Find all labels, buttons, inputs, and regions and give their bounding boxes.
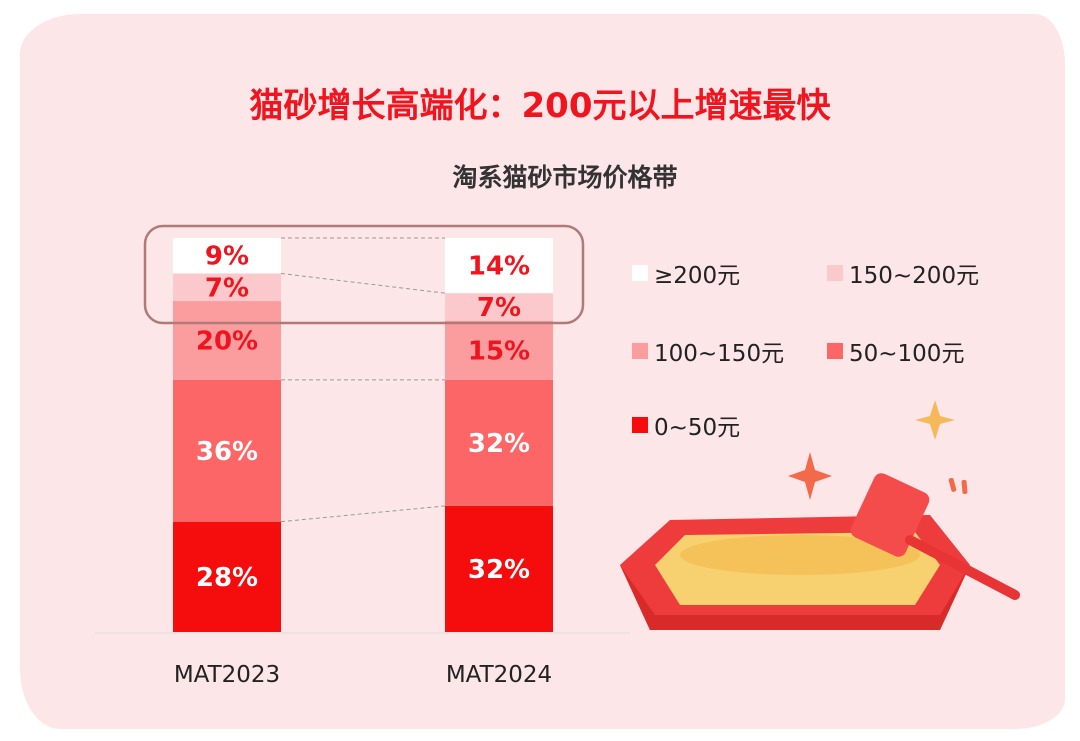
connector-line [280, 505, 446, 523]
bar-segment [173, 238, 281, 274]
sparkle-icon [915, 400, 955, 440]
bar-segment [173, 379, 281, 522]
page-title: 猫砂增长高端化：200元以上增速最快 [249, 86, 831, 126]
x-tick-label: MAT2023 [174, 662, 280, 688]
bar-segment [445, 238, 553, 294]
bar-segment [173, 301, 281, 380]
data-label: 9% [205, 242, 249, 272]
x-tick-label: MAT2024 [446, 662, 552, 688]
legend-swatch [632, 265, 648, 281]
legend-item-150-200: 150~200元 [827, 256, 979, 290]
legend-item-0-50: 0~50元 [632, 408, 740, 442]
legend-swatch [632, 417, 648, 433]
bar-segment [445, 379, 553, 506]
legend-label: 100~150元 [654, 341, 785, 367]
legend-label: 150~200元 [849, 263, 980, 289]
chart-title: 淘系猫砂市场价格带 [452, 163, 678, 192]
litter-box-illustration [620, 400, 1020, 630]
data-label: 7% [205, 273, 249, 303]
data-label: 32% [468, 429, 530, 459]
bar-segment [445, 293, 553, 321]
sparkle-icon [788, 452, 832, 500]
data-label: 20% [196, 326, 258, 356]
bar-segment [173, 273, 281, 302]
legend-swatch [827, 343, 843, 359]
legend-swatch [827, 265, 843, 281]
connector-line [280, 272, 446, 294]
highlight-box [143, 224, 585, 325]
data-label: 36% [196, 437, 258, 467]
data-label: 32% [468, 555, 530, 585]
legend-item-100-150: 100~150元 [632, 334, 784, 368]
data-label: 28% [196, 563, 258, 593]
bar-segment [173, 521, 281, 632]
legend-swatch [632, 343, 648, 359]
data-label: 7% [477, 293, 521, 323]
legend-item-50-100: 50~100元 [827, 334, 964, 368]
legend-label: 0~50元 [654, 415, 741, 441]
data-label: 14% [468, 252, 530, 282]
legend-item-200plus: ≥200元 [632, 256, 740, 290]
legend-label: 50~100元 [849, 341, 965, 367]
data-label: 15% [468, 336, 530, 366]
bar-segment [445, 320, 553, 380]
legend-label: ≥200元 [654, 263, 741, 289]
bar-segment [445, 505, 553, 632]
